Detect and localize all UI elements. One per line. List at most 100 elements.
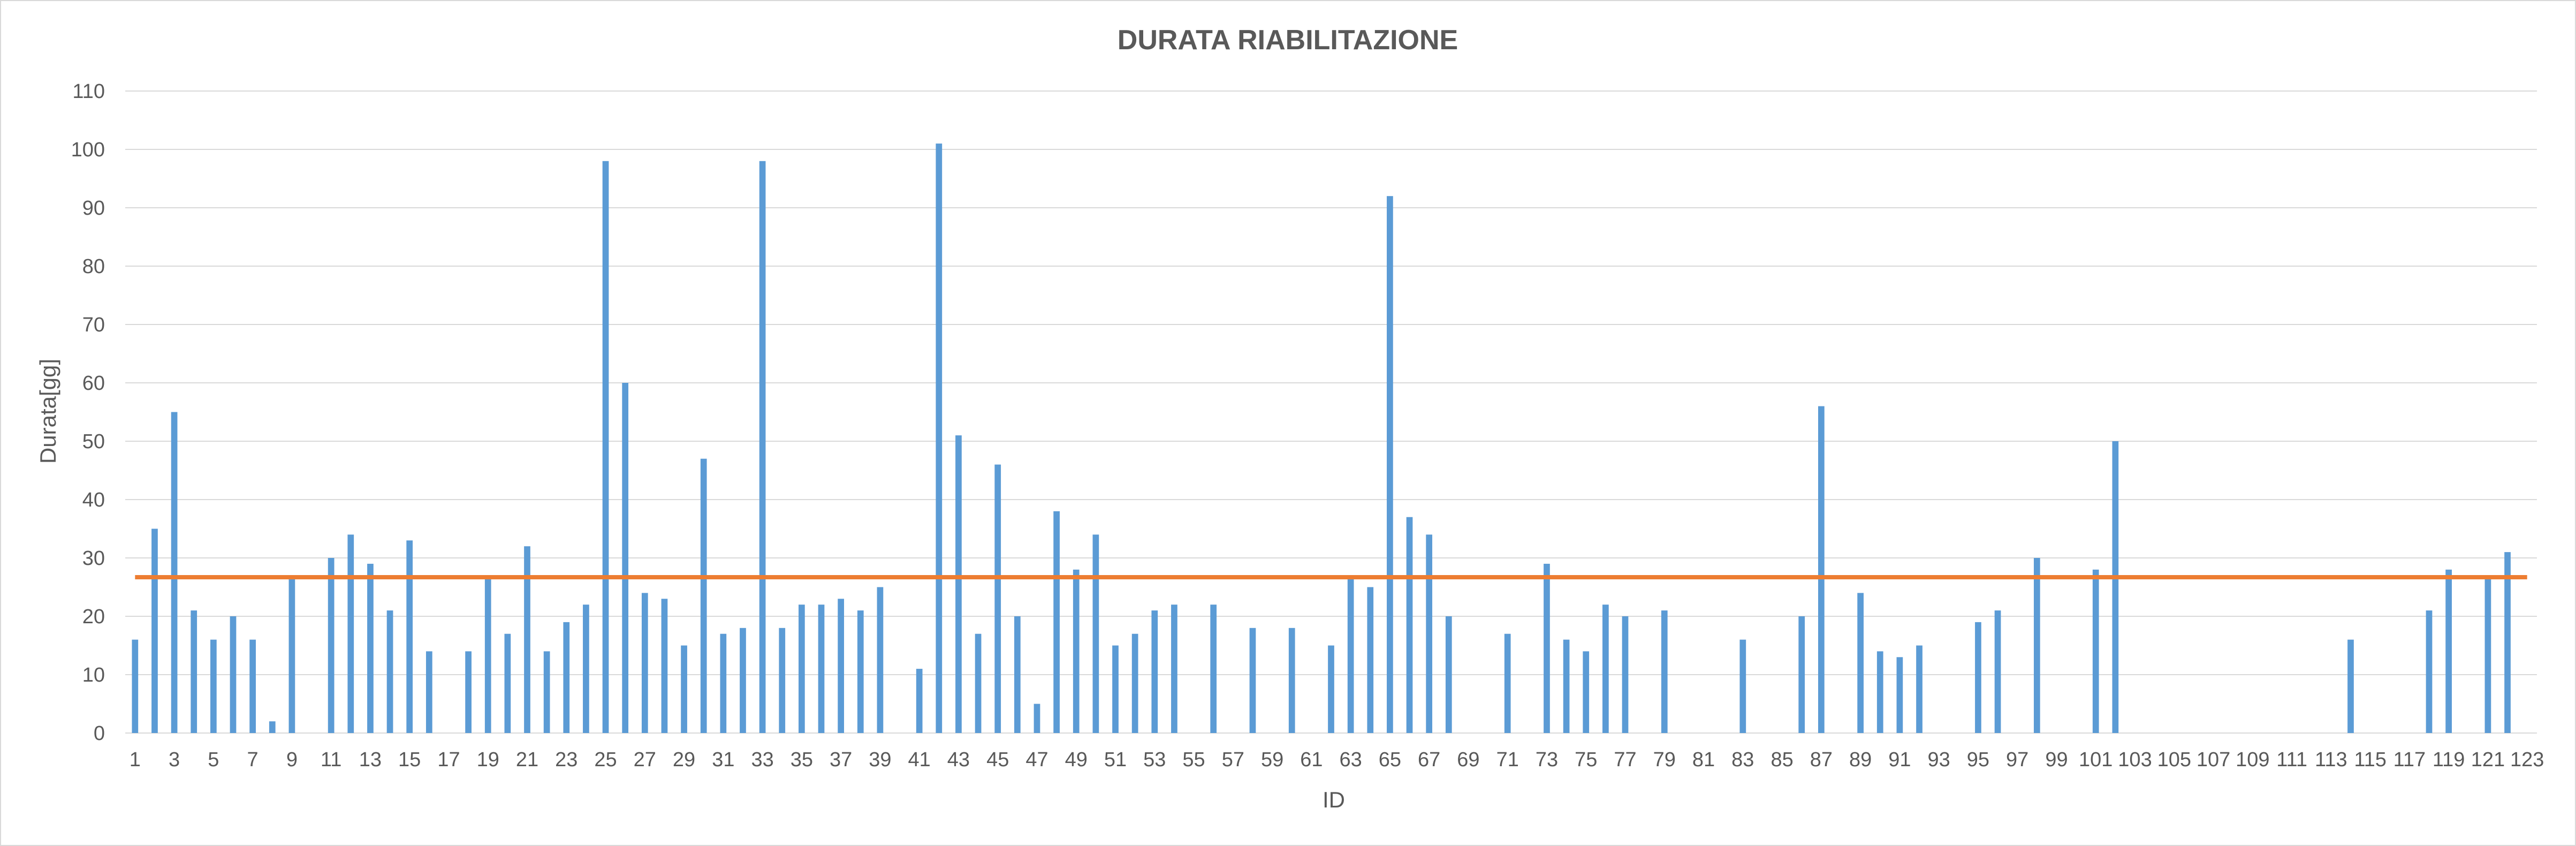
bar — [1092, 534, 1099, 733]
x-tick-label: 81 — [1692, 749, 1715, 771]
x-tick-label: 79 — [1653, 749, 1676, 771]
bar — [740, 628, 746, 733]
bar — [1583, 651, 1590, 733]
x-tick-label: 15 — [398, 749, 421, 771]
bar — [132, 639, 139, 733]
bar — [975, 633, 982, 733]
bar — [916, 669, 923, 733]
y-tick-label: 0 — [94, 722, 105, 745]
bar — [1131, 633, 1138, 733]
bar — [1445, 616, 1452, 733]
bar — [1347, 575, 1354, 733]
bar — [1406, 517, 1413, 733]
x-tick-label: 35 — [791, 749, 813, 771]
x-tick-label: 27 — [634, 749, 656, 771]
x-tick-label: 57 — [1222, 749, 1244, 771]
bar — [1328, 645, 1334, 733]
x-tick-label: 69 — [1457, 749, 1479, 771]
x-tick-label: 25 — [594, 749, 617, 771]
bar — [720, 633, 727, 733]
bar — [2504, 552, 2511, 733]
bar — [1975, 622, 1981, 733]
x-tick-label: 67 — [1418, 749, 1440, 771]
bar — [1249, 628, 1256, 733]
x-tick-label: 121 — [2471, 749, 2505, 771]
y-tick-label: 100 — [71, 139, 105, 161]
y-axis-label: Durata[gg] — [35, 359, 60, 464]
x-tick-label: 39 — [869, 749, 891, 771]
bar — [386, 610, 393, 733]
bar — [230, 616, 237, 733]
x-tick-label: 73 — [1536, 749, 1558, 771]
x-axis-ticks: 1 3 5 7 9 11 13 15 17 19 21 23 25 27 29 31 33 35 37 39 41 43 4… — [130, 749, 2544, 771]
bar — [2112, 441, 2119, 733]
bar — [1544, 563, 1550, 733]
bar — [857, 610, 864, 733]
x-tick-label: 123 — [2510, 749, 2544, 771]
y-tick-label: 90 — [82, 197, 105, 220]
x-tick-label: 75 — [1575, 749, 1597, 771]
bar — [955, 435, 962, 733]
x-tick-label: 83 — [1731, 749, 1754, 771]
x-tick-label: 43 — [947, 749, 970, 771]
bar — [1112, 645, 1119, 733]
bar — [936, 143, 943, 734]
x-tick-label: 59 — [1261, 749, 1283, 771]
y-tick-label: 40 — [82, 489, 105, 511]
bar — [1916, 645, 1922, 733]
x-tick-label: 61 — [1300, 749, 1323, 771]
bar — [1053, 511, 1060, 733]
y-tick-label: 80 — [82, 255, 105, 278]
bar — [191, 610, 197, 733]
x-tick-label: 1 — [130, 749, 141, 771]
bar — [994, 464, 1001, 733]
x-tick-label: 9 — [286, 749, 298, 771]
bar — [328, 558, 335, 733]
x-tick-label: 77 — [1614, 749, 1636, 771]
x-tick-label: 71 — [1496, 749, 1519, 771]
x-tick-label: 99 — [2045, 749, 2068, 771]
x-axis-label: ID — [1323, 787, 1345, 812]
x-tick-label: 47 — [1025, 749, 1048, 771]
bar — [799, 605, 805, 733]
bar — [622, 383, 629, 733]
bar — [524, 546, 530, 733]
x-tick-label: 111 — [2276, 749, 2307, 771]
bar — [838, 599, 845, 733]
bar — [1602, 605, 1609, 733]
bar — [210, 639, 217, 733]
bar — [563, 622, 570, 733]
x-tick-label: 11 — [321, 749, 341, 771]
bar — [1288, 628, 1295, 733]
x-tick-label: 113 — [2315, 749, 2347, 771]
bar — [759, 161, 766, 733]
x-tick-label: 19 — [477, 749, 499, 771]
bar — [1896, 657, 1903, 733]
x-tick-label: 101 — [2079, 749, 2113, 771]
bar — [288, 575, 295, 733]
x-tick-label: 119 — [2433, 749, 2465, 771]
bar — [171, 412, 178, 733]
bar — [367, 563, 374, 733]
bar — [347, 534, 354, 733]
x-tick-label: 21 — [516, 749, 538, 771]
x-tick-label: 63 — [1339, 749, 1362, 771]
bar — [877, 587, 884, 733]
bar — [2426, 610, 2433, 733]
y-tick-label: 60 — [82, 372, 105, 395]
x-tick-label: 91 — [1888, 749, 1911, 771]
y-tick-label: 50 — [82, 430, 105, 453]
x-tick-label: 51 — [1104, 749, 1127, 771]
x-tick-label: 29 — [673, 749, 695, 771]
bar — [583, 605, 589, 733]
bar — [2445, 569, 2452, 733]
y-axis-ticks: 0 10 20 30 40 50 60 70 80 90 100 110 — [71, 80, 105, 745]
bar — [602, 161, 609, 733]
x-tick-label: 97 — [2006, 749, 2028, 771]
bar — [681, 645, 687, 733]
bar — [504, 633, 511, 733]
x-tick-label: 95 — [1967, 749, 1989, 771]
y-tick-label: 20 — [82, 606, 105, 628]
bar — [1367, 587, 1374, 733]
bar — [1739, 639, 1746, 733]
